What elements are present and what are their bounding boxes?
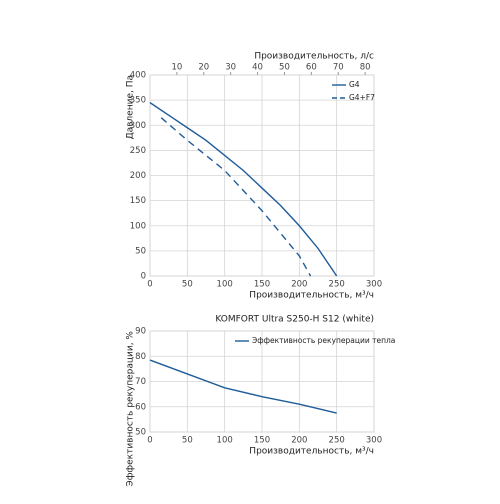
y-tick-label: 60 (135, 402, 146, 412)
y-tick-label: 100 (130, 221, 146, 231)
x-tick-label: 50 (182, 280, 193, 290)
y-tick-label: 300 (130, 121, 146, 131)
legend-label: G4+F7 (349, 93, 375, 102)
y-tick-label: 400 (130, 71, 146, 81)
chart-title: KOMFORT Ultra S250-H S12 (white) (215, 315, 374, 325)
y-tick-label: 80 (135, 352, 146, 362)
series-line (149, 359, 337, 414)
x-axis-label: Производительность, м³/ч (249, 447, 374, 457)
y-tick-label: 50 (135, 428, 146, 438)
x-tick-label: 150 (254, 436, 270, 446)
series-line (149, 102, 338, 277)
x-tick-label: 0 (147, 436, 152, 446)
x-tick-label: 0 (147, 280, 152, 290)
x-tick-label: 100 (217, 436, 233, 446)
x-tick-label: 300 (366, 280, 382, 290)
y-tick-label: 200 (130, 171, 146, 181)
x-tick-label: 200 (291, 436, 307, 446)
x2-tick-label: 30 (225, 63, 236, 73)
y-tick-label: 250 (130, 146, 146, 156)
y-tick-label: 350 (130, 96, 146, 106)
y-tick-label: 90 (135, 327, 146, 337)
x2-tick-label: 40 (252, 63, 263, 73)
x2-tick-label: 80 (360, 63, 371, 73)
x2-tick-label: 20 (198, 63, 209, 73)
y-axis-label: Эффективность рекуперации, % (126, 331, 136, 487)
x-tick-label: 100 (217, 280, 233, 290)
x2-tick-label: 10 (171, 63, 182, 73)
y-axis-label: Давление, Па (126, 75, 136, 139)
series-line (160, 117, 312, 277)
legend-label: G4 (349, 80, 360, 89)
x2-tick-label: 50 (279, 63, 290, 73)
x-tick-label: 150 (254, 280, 270, 290)
y-tick-label: 70 (135, 377, 146, 387)
x-tick-label: 50 (182, 436, 193, 446)
x-axis-label: Производительность, м³/ч (249, 291, 374, 301)
x2-tick-label: 70 (333, 63, 344, 73)
y-tick-label: 0 (141, 272, 146, 282)
legend-label: Эффективность рекуперации тепла (252, 336, 395, 345)
x-tick-label: 250 (329, 436, 345, 446)
x2-axis-label: Производительность, л/с (254, 52, 374, 62)
y-tick-label: 150 (130, 196, 146, 206)
x-tick-label: 200 (291, 280, 307, 290)
x-tick-label: 250 (329, 280, 345, 290)
x-tick-label: 300 (366, 436, 382, 446)
x2-tick-label: 60 (306, 63, 317, 73)
y-tick-label: 50 (135, 246, 146, 256)
